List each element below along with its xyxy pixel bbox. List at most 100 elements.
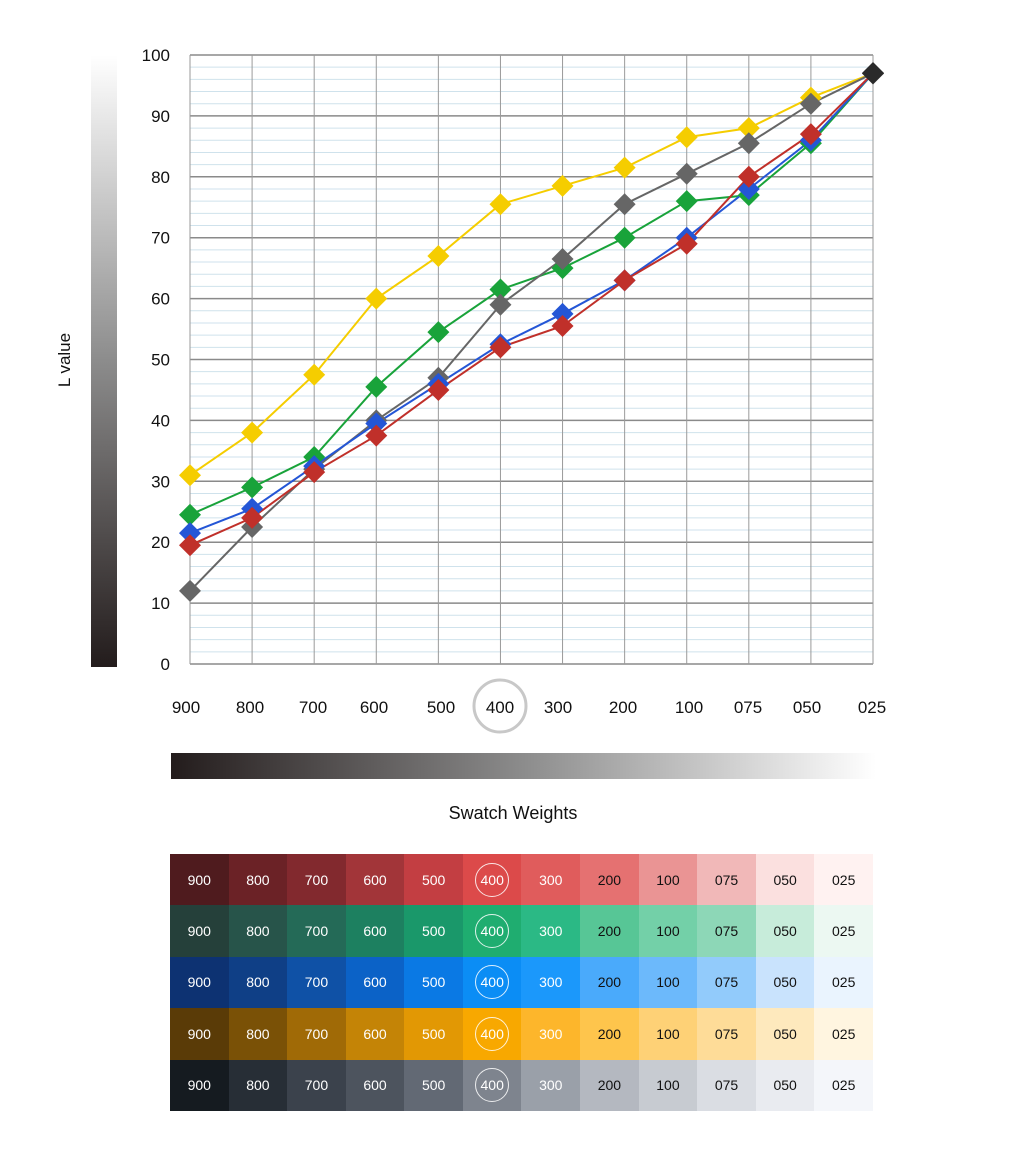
swatch-cell: 200 <box>580 956 639 1009</box>
swatch-label: 900 <box>187 1077 211 1094</box>
data-point <box>241 506 264 529</box>
swatch-label: 200 <box>597 923 622 940</box>
data-point <box>489 193 512 216</box>
swatch-label: 050 <box>773 871 797 888</box>
swatch-label: 500 <box>421 974 446 991</box>
swatch-cell: 025 <box>814 854 873 906</box>
swatch-cell: 100 <box>638 956 698 1009</box>
data-point <box>799 92 822 115</box>
data-point <box>179 503 201 526</box>
swatch-label: 700 <box>304 1025 329 1042</box>
swatch-label: 100 <box>656 1025 680 1042</box>
swatch-label: 050 <box>773 974 797 991</box>
data-point <box>303 363 326 386</box>
series-line <box>189 72 874 516</box>
swatch-label: 800 <box>246 1025 270 1042</box>
y-tick-label: 80 <box>151 168 170 187</box>
series-line <box>189 72 874 547</box>
x-tick-labels: 900 800 700 600 500 400 300 200 100 075 050 025 <box>172 698 886 717</box>
horizontal-lightness-gradient <box>171 753 876 779</box>
swatch-label: 900 <box>187 923 211 940</box>
data-point <box>675 126 698 149</box>
data-point <box>675 232 698 255</box>
swatch-label: 075 <box>714 1025 739 1042</box>
data-point <box>862 62 884 85</box>
y-tick-label: 40 <box>151 411 170 430</box>
swatch-cell: 050 <box>755 956 815 1009</box>
swatch-cell: 100 <box>638 905 698 957</box>
swatch-label: 025 <box>832 923 856 940</box>
swatch-cell: 900 <box>170 1008 229 1060</box>
swatch-cell: 200 <box>580 1059 639 1111</box>
swatch-cell: 500 <box>404 956 463 1009</box>
swatch-label: 500 <box>421 1077 446 1094</box>
swatch-cell: 025 <box>814 905 873 957</box>
swatch-label: 200 <box>597 1025 622 1042</box>
data-point <box>365 375 388 398</box>
data-point <box>551 248 574 271</box>
data-point <box>241 421 264 444</box>
data-point <box>179 464 201 487</box>
swatch-label: 600 <box>363 1077 387 1094</box>
swatch-label: 075 <box>714 1077 739 1094</box>
x-tick-label: 900 <box>172 698 200 717</box>
swatch-label: 700 <box>304 923 329 940</box>
swatch-label: 200 <box>597 1077 622 1094</box>
series-line <box>189 72 874 477</box>
x-tick-label: 075 <box>734 698 762 717</box>
swatch-label: 500 <box>421 1025 446 1042</box>
swatch-cell: 600 <box>345 905 405 957</box>
x-tick-label: 100 <box>675 698 703 717</box>
series-4-points <box>179 62 884 557</box>
swatch-cell: 300 <box>521 1059 581 1111</box>
swatch-cell: 200 <box>580 854 639 906</box>
series-3 <box>189 72 874 535</box>
swatch-label: 800 <box>246 974 270 991</box>
swatch-cell: 300 <box>521 1008 581 1060</box>
y-tick-labels: 0 10 20 30 40 50 60 70 80 90 100 <box>142 46 170 674</box>
x-tick-label: 025 <box>858 698 886 717</box>
swatch-cell: 900 <box>170 905 229 957</box>
swatch-highlight-ring <box>475 965 510 1000</box>
swatch-label: 700 <box>304 1077 329 1094</box>
swatch-cell: 800 <box>228 1059 288 1111</box>
y-tick-label: 50 <box>151 351 170 370</box>
swatch-cell: 400 <box>462 905 522 957</box>
swatch-cell: 500 <box>404 1059 463 1111</box>
swatch-label: 050 <box>773 1077 797 1094</box>
highlight-ring <box>472 678 528 734</box>
swatch-cell: 900 <box>170 956 229 1009</box>
swatch-label: 300 <box>539 871 563 888</box>
swatch-label: 050 <box>773 923 797 940</box>
swatch-label: 900 <box>187 1025 211 1042</box>
data-point <box>365 424 388 447</box>
x-tick-label: 050 <box>793 698 821 717</box>
swatch-cell: 900 <box>170 854 229 906</box>
swatch-label: 300 <box>539 1077 563 1094</box>
data-point <box>303 461 326 484</box>
x-tick-label: 400 <box>486 698 514 717</box>
swatch-cell: 700 <box>287 1008 346 1060</box>
swatch-cell: 075 <box>697 905 756 957</box>
series-line <box>189 72 874 535</box>
swatch-cell: 075 <box>697 1008 756 1060</box>
swatch-cell: 800 <box>228 1008 288 1060</box>
swatch-cell: 050 <box>755 905 815 957</box>
data-point <box>241 476 264 499</box>
data-point <box>365 287 388 310</box>
data-point <box>613 269 636 292</box>
swatch-highlight-ring <box>475 914 510 949</box>
data-point <box>489 336 512 359</box>
swatch-label: 200 <box>597 974 622 991</box>
swatch-label: 500 <box>421 923 446 940</box>
swatch-label: 500 <box>421 871 446 888</box>
swatch-cell: 050 <box>755 1059 815 1111</box>
data-point <box>551 174 574 197</box>
data-point <box>799 123 822 146</box>
swatch-cell: 100 <box>638 1008 698 1060</box>
data-point <box>675 190 698 213</box>
swatch-label: 900 <box>187 974 211 991</box>
data-point <box>613 226 636 249</box>
data-point <box>737 177 760 200</box>
swatch-cell: 800 <box>228 854 288 906</box>
